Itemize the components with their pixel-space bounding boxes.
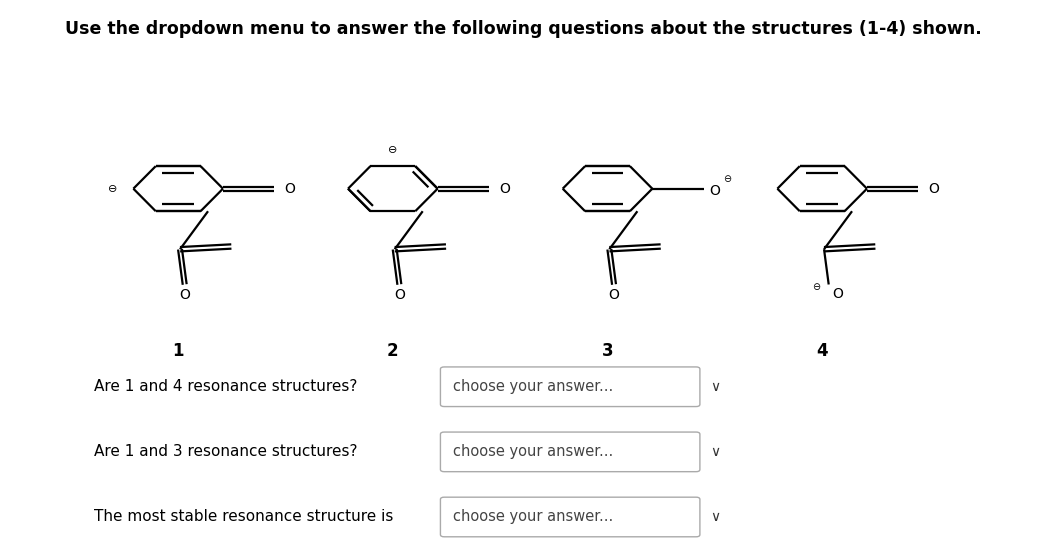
Text: ∨: ∨ (710, 380, 720, 394)
Text: O: O (285, 182, 295, 196)
Text: Are 1 and 4 resonance structures?: Are 1 and 4 resonance structures? (94, 379, 357, 395)
Text: The most stable resonance structure is: The most stable resonance structure is (94, 510, 394, 525)
Text: O: O (179, 288, 191, 302)
Text: choose your answer...: choose your answer... (453, 444, 614, 460)
Text: 4: 4 (817, 343, 828, 360)
Text: O: O (394, 288, 405, 302)
Text: O: O (608, 288, 620, 302)
Text: choose your answer...: choose your answer... (453, 379, 614, 395)
Text: O: O (499, 182, 510, 196)
FancyBboxPatch shape (441, 432, 699, 472)
Text: ⊖: ⊖ (722, 174, 731, 184)
FancyBboxPatch shape (441, 367, 699, 407)
Text: Use the dropdown menu to answer the following questions about the structures (1-: Use the dropdown menu to answer the foll… (65, 20, 982, 39)
Text: Are 1 and 3 resonance structures?: Are 1 and 3 resonance structures? (94, 444, 358, 460)
Text: ⊖: ⊖ (108, 183, 117, 193)
Text: ∨: ∨ (710, 445, 720, 459)
FancyBboxPatch shape (441, 497, 699, 537)
Text: ⊖: ⊖ (388, 145, 398, 155)
Text: 1: 1 (173, 343, 184, 360)
Text: choose your answer...: choose your answer... (453, 510, 614, 525)
Text: O: O (710, 185, 720, 198)
Text: O: O (832, 287, 844, 301)
Text: 3: 3 (602, 343, 614, 360)
Text: ⊖: ⊖ (812, 282, 821, 292)
Text: 2: 2 (387, 343, 399, 360)
Text: O: O (929, 182, 939, 196)
Text: ∨: ∨ (710, 510, 720, 524)
